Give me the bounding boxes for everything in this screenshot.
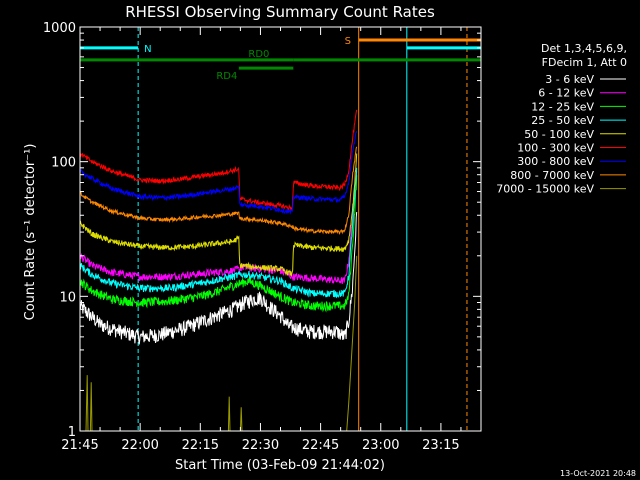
- series-line-0: [79, 211, 358, 345]
- footer-date: 13-Oct-2021 20:48: [560, 469, 636, 478]
- y-tick-label-2: 100: [51, 156, 76, 171]
- series-line-5: [79, 109, 358, 211]
- legend-label-4: 50 - 100 keV: [524, 128, 594, 141]
- legend-header-line-1: Det 1,3,4,5,6,9,: [541, 42, 627, 55]
- legend-header-line-2: FDecim 1, Att 0: [542, 56, 627, 69]
- legend-label-3: 25 - 50 keV: [531, 114, 594, 127]
- state-bar-label-night: N: [144, 44, 151, 55]
- y-tick-label-1: 10: [59, 290, 76, 305]
- x-tick-label-5: 23:00: [362, 438, 399, 453]
- legend-label-7: 800 - 7000 keV: [510, 169, 594, 182]
- x-axis-label: Start Time (03-Feb-09 21:44:02): [175, 458, 385, 473]
- series-line-3: [79, 167, 358, 299]
- series-line-7: [79, 146, 358, 235]
- y-axis-label: Count Rate (s⁻¹ detector⁻¹): [23, 144, 38, 321]
- x-tick-label-2: 22:15: [182, 438, 219, 453]
- legend-label-6: 300 - 800 keV: [517, 155, 594, 168]
- x-tick-label-1: 22:00: [121, 438, 158, 453]
- x-tick-label-3: 22:30: [242, 438, 279, 453]
- legend-label-1: 6 - 12 keV: [538, 87, 594, 100]
- state-bar-label-rd0: RD0: [248, 49, 269, 60]
- legend-label-5: 100 - 300 keV: [517, 142, 594, 155]
- series-line-2: [79, 175, 358, 313]
- series-line-6: [79, 131, 358, 215]
- legend-label-0: 3 - 6 keV: [545, 73, 594, 86]
- y-tick-label-3: 1000: [43, 21, 76, 36]
- legend-label-8: 7000 - 15000 keV: [496, 183, 594, 196]
- chart-title: RHESSI Observing Summary Count Rates: [125, 3, 435, 21]
- state-bar-label-saa: S: [345, 36, 351, 47]
- y-tick-label-0: 1: [68, 425, 76, 440]
- plot-frame: [79, 26, 482, 432]
- x-tick-label-4: 22:45: [302, 438, 339, 453]
- state-bar-label-rd4: RD4: [216, 71, 237, 82]
- series-line-1: [79, 171, 358, 285]
- x-tick-label-0: 21:45: [61, 438, 98, 453]
- x-tick-label-6: 23:15: [422, 438, 459, 453]
- series-line-4: [79, 153, 358, 277]
- legend-label-2: 12 - 25 keV: [531, 100, 594, 113]
